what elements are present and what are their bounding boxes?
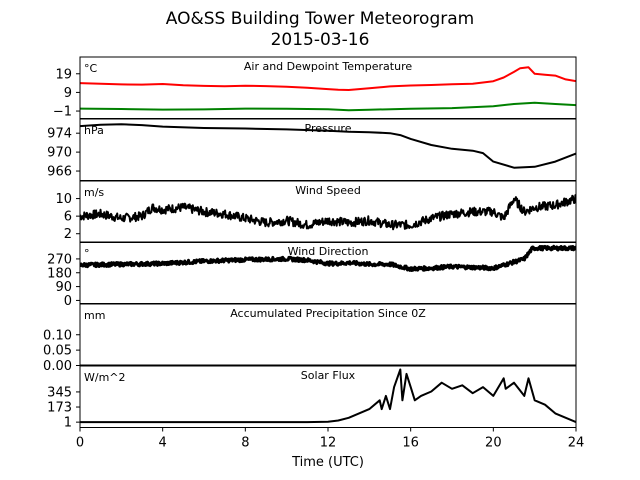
x-tick-label-1: 4 bbox=[159, 436, 167, 451]
y-tick-label-3-0: 270 bbox=[47, 252, 72, 267]
panel-unit-0: °C bbox=[84, 62, 98, 75]
y-tick-label-1-2: 966 bbox=[47, 165, 72, 180]
panel-4: Accumulated Precipitation Since 0Z mm 0.10… bbox=[43, 303, 577, 374]
y-tick-label-1-0: 974 bbox=[47, 127, 72, 142]
y-tick-label-4-2: 0.00 bbox=[43, 359, 72, 374]
panel-unit-2: m/s bbox=[84, 186, 104, 199]
y-tick-label-2-2: 2 bbox=[64, 227, 72, 242]
y-tick-label-3-3: 0 bbox=[64, 294, 72, 309]
series-line-2-0 bbox=[80, 194, 576, 231]
y-tick-label-5-2: 1 bbox=[64, 416, 72, 431]
y-tick-label-0-2: −1 bbox=[53, 105, 72, 120]
panel-title-0: Air and Dewpoint Temperature bbox=[244, 60, 412, 73]
y-tick-label-0-1: 9 bbox=[64, 86, 72, 101]
panel-title-2: Wind Speed bbox=[295, 184, 361, 197]
panels-group: Air and Dewpoint Temperature°C199−1Press… bbox=[43, 56, 577, 431]
x-tick-label-5: 20 bbox=[485, 436, 502, 451]
x-tick-label-6: 24 bbox=[568, 436, 585, 451]
panel-unit-1: hPa bbox=[84, 124, 104, 137]
y-tick-label-3-1: 180 bbox=[47, 266, 72, 281]
chart-subtitle: 2015-03-16 bbox=[271, 30, 370, 50]
panel-title-5: Solar Flux bbox=[301, 369, 356, 382]
y-tick-label-5-1: 173 bbox=[47, 401, 72, 416]
y-tick-label-3-2: 90 bbox=[55, 280, 72, 295]
series-line-0-0 bbox=[80, 66, 576, 91]
x-tick-label-2: 8 bbox=[241, 436, 249, 451]
x-tick-label-0: 0 bbox=[76, 436, 84, 451]
panel-title-4: Accumulated Precipitation Since 0Z bbox=[230, 307, 426, 320]
y-tick-label-0-0: 19 bbox=[55, 67, 72, 82]
panel-title-3: Wind Direction bbox=[288, 245, 369, 258]
panel-unit-3: ° bbox=[84, 247, 90, 260]
panel-1: Pressure hPa 974 970 966 bbox=[47, 118, 577, 181]
x-tick-label-3: 12 bbox=[320, 436, 337, 451]
y-tick-label-5-0: 345 bbox=[47, 385, 72, 400]
x-tick-label-4: 16 bbox=[402, 436, 419, 451]
y-tick-label-2-1: 6 bbox=[64, 210, 72, 225]
x-axis: 0 4 8 12 16 20 24 bbox=[76, 427, 585, 451]
y-tick-label-4-1: 0.05 bbox=[43, 344, 72, 359]
panel-2: Wind Speed m/s 10 6 2 bbox=[55, 180, 577, 243]
y-tick-label-2-0: 10 bbox=[55, 192, 72, 207]
series-line-5-0 bbox=[80, 368, 576, 424]
y-tick-label-1-1: 970 bbox=[47, 146, 72, 161]
series-line-3-0 bbox=[80, 244, 576, 272]
x-axis-label: Time (UTC) bbox=[291, 455, 364, 470]
series-line-0-1 bbox=[80, 101, 576, 112]
panel-unit-5: W/m^2 bbox=[84, 371, 126, 384]
y-tick-label-4-0: 0.10 bbox=[43, 328, 72, 343]
series-line-1-0 bbox=[80, 123, 576, 169]
chart-title: AO&SS Building Tower Meteorogram bbox=[166, 9, 474, 29]
panel-title-1: Pressure bbox=[305, 122, 352, 135]
panel-unit-4: mm bbox=[84, 309, 105, 322]
panel-0: Air and Dewpoint Temperature °C 19 9 −1 bbox=[53, 56, 577, 120]
